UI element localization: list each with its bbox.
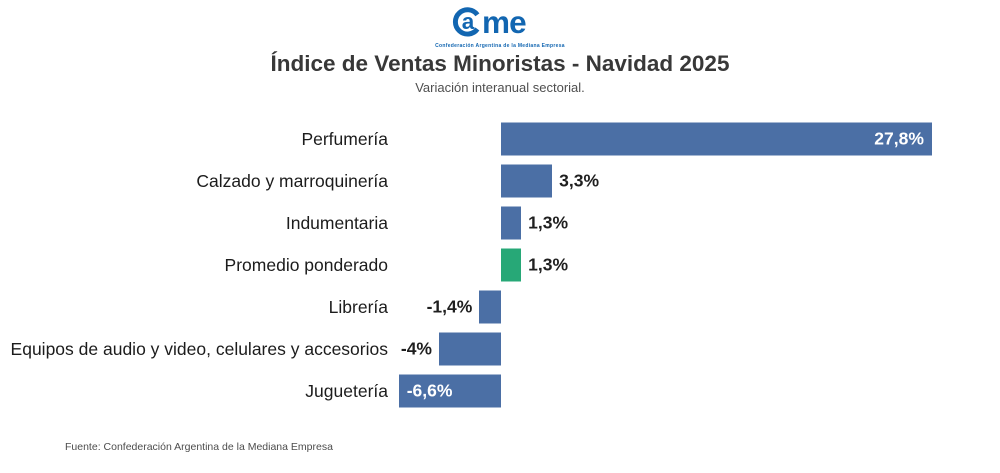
bar-area: 3,3% xyxy=(388,160,1000,202)
logo-letters-me: me xyxy=(482,4,526,39)
chart-row: Equipos de audio y video, celulares y ac… xyxy=(0,328,1000,370)
bar-area: -4% xyxy=(388,328,1000,370)
bar-negative xyxy=(398,374,501,408)
bar-area: -6,6% xyxy=(388,370,1000,412)
bar-area: -1,4% xyxy=(388,286,1000,328)
category-label: Perfumería xyxy=(301,129,388,149)
chart-row: Calzado y marroquinería 3,3% xyxy=(0,160,1000,202)
value-label: 27,8% xyxy=(874,128,924,149)
chart-row: Indumentaria 1,3% xyxy=(0,202,1000,244)
value-label: 3,3% xyxy=(559,170,600,191)
bar-negative xyxy=(439,332,501,366)
bar-chart: Perfumería 27,8% Calzado y marroquinería 3,… xyxy=(0,118,1000,412)
logo-c-ring xyxy=(452,7,480,37)
chart-title: Índice de Ventas Minoristas - Navidad 20… xyxy=(270,51,730,76)
logo-tagline: Confederación Argentina de la Mediana Em… xyxy=(435,43,565,49)
category-label: Equipos de audio y video, celulares y ac… xyxy=(10,339,388,359)
bar-negative xyxy=(479,290,501,324)
category-label: Calzado y marroquinería xyxy=(196,171,388,191)
bar-positive xyxy=(501,122,932,156)
category-label: Librería xyxy=(328,297,388,317)
category-label: Juguetería xyxy=(305,381,388,401)
came-logo: a me Confederación Argentina de la Media… xyxy=(0,3,1000,49)
chart-row: Librería -1,4% xyxy=(0,286,1000,328)
chart-row: Perfumería 27,8% xyxy=(0,118,1000,160)
bar-area: 1,3% xyxy=(388,244,1000,286)
logo-letter-a: a xyxy=(462,9,475,34)
value-label: -1,4% xyxy=(426,296,473,317)
bar-area: 1,3% xyxy=(388,202,1000,244)
category-label: Promedio ponderado xyxy=(224,255,388,275)
category-label: Indumentaria xyxy=(285,213,388,233)
came-logo-icon: a me xyxy=(452,4,527,40)
chart-subtitle: Variación interanual sectorial. xyxy=(415,80,585,95)
source-note: Fuente: Confederación Argentina de la Me… xyxy=(65,441,333,453)
bar-positive xyxy=(501,248,522,282)
bar-positive xyxy=(501,206,522,240)
chart-row: Promedio ponderado 1,3% xyxy=(0,244,1000,286)
bar-positive xyxy=(501,164,553,198)
chart-row: Juguetería -6,6% xyxy=(0,370,1000,412)
value-label: 1,3% xyxy=(528,212,569,233)
value-label: -6,6% xyxy=(406,380,453,401)
value-label: 1,3% xyxy=(528,254,569,275)
value-label: -4% xyxy=(400,338,432,359)
bar-area: 27,8% xyxy=(388,118,1000,160)
